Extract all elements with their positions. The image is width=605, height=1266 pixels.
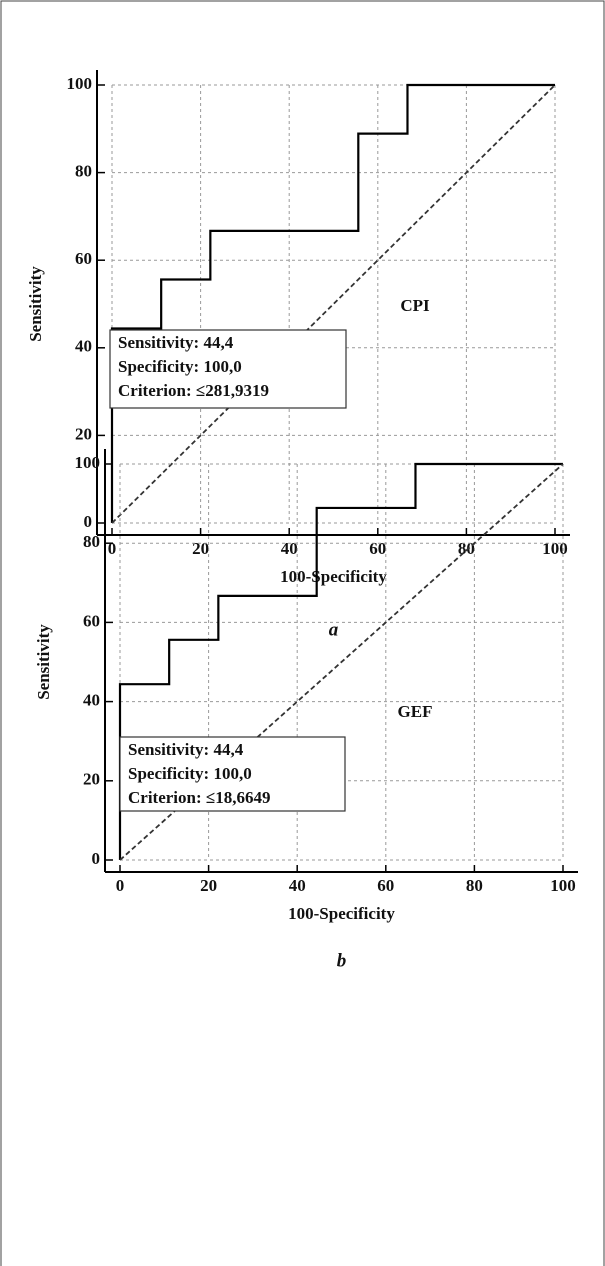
x-tick-label: 80 — [466, 876, 483, 895]
y-tick-label: 40 — [75, 337, 92, 356]
roc-curve — [110, 83, 555, 523]
x-tick-label: 0 — [116, 876, 125, 895]
x-tick-label: 60 — [377, 876, 394, 895]
x-tick-label: 40 — [289, 876, 306, 895]
x-tick-label: 20 — [200, 876, 217, 895]
y-axis-label: Sensitivity — [34, 624, 53, 700]
y-tick-label: 0 — [92, 849, 101, 868]
y-tick-label: 100 — [67, 74, 93, 93]
x-axis-label: 100-Specificity — [288, 904, 395, 923]
caption: a — [329, 619, 339, 640]
y-tick-label: 40 — [83, 691, 100, 710]
annotation-text: Criterion: ≤18,6649 — [128, 788, 270, 807]
y-tick-label: 60 — [75, 249, 92, 268]
roc-curve — [118, 462, 563, 860]
y-tick-label: 60 — [83, 611, 100, 630]
y-tick-label: 0 — [84, 512, 93, 531]
x-axis-label: 100-Specificity — [280, 567, 387, 586]
annotation-text: Sensitivity: 44,4 — [118, 333, 234, 352]
y-tick-label: 20 — [83, 770, 100, 789]
x-tick-label: 100 — [542, 539, 568, 558]
x-tick-label: 40 — [281, 539, 298, 558]
y-tick-label: 80 — [75, 162, 92, 181]
chart-label: CPI — [400, 296, 430, 315]
y-tick-label: 20 — [75, 424, 92, 443]
annotation-text: Sensitivity: 44,4 — [128, 740, 244, 759]
annotation-text: Specificity: 100,0 — [118, 357, 242, 376]
annotation-box — [119, 736, 346, 812]
reference-line — [111, 84, 556, 524]
x-tick-label: 0 — [108, 539, 117, 558]
x-tick-label: 20 — [192, 539, 209, 558]
caption: b — [337, 950, 347, 971]
chart-label: GEF — [398, 702, 433, 721]
y-axis-label: Sensitivity — [26, 266, 45, 342]
annotation-box — [109, 329, 347, 409]
y-tick-label: 80 — [83, 532, 100, 551]
annotation-text: Specificity: 100,0 — [128, 764, 252, 783]
annotation-text: Criterion: ≤281,9319 — [118, 381, 269, 400]
x-tick-label: 60 — [369, 539, 386, 558]
y-tick-label: 100 — [75, 453, 101, 472]
x-tick-label: 100 — [550, 876, 576, 895]
